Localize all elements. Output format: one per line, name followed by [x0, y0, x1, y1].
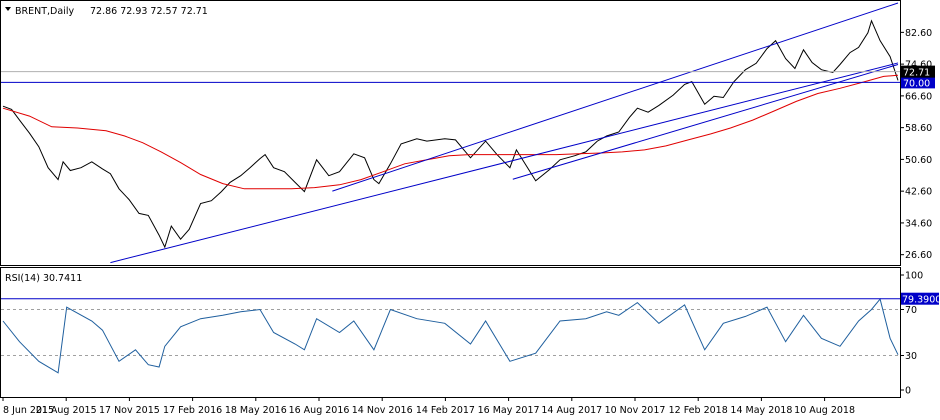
x-tick-label: 14 Aug 2017 [541, 405, 602, 416]
rsi-y-tick-label: 70 [905, 305, 917, 316]
rsi-y-tick-label: 30 [905, 351, 917, 362]
x-tick-label: 17 Feb 2016 [163, 405, 222, 416]
symbol-label: BRENT,Daily [15, 6, 74, 17]
current-price-tag-text: 72.71 [903, 68, 930, 79]
price-y-tick-label: 26.60 [905, 250, 932, 261]
rsi-line [2, 298, 899, 374]
price-y-tick-label: 58.60 [905, 123, 932, 134]
x-tick-label: 14 May 2018 [730, 405, 792, 416]
rsi-panel [0, 267, 901, 398]
collapse-triangle-icon[interactable] [5, 7, 11, 11]
x-tick-label: 8 Jun 2015 [3, 405, 54, 416]
axis-layer: 82.60 74.60 66.60 58.60 50.60 42.60 34.60 26.60… [2, 28, 932, 416]
level-price-tag-text: 70.00 [903, 78, 930, 89]
price-plot-layer [1, 2, 900, 264]
price-panel [0, 0, 901, 266]
rsi-level-tag [901, 292, 939, 305]
rsi-plot-layer [1, 298, 900, 374]
x-tick-label: 18 May 2016 [225, 405, 287, 416]
x-tick-label: 10 Aug 2018 [794, 405, 855, 416]
x-tick-label: 16 Aug 2016 [289, 405, 350, 416]
level-price-tag [901, 76, 935, 89]
current-price-tag [901, 65, 935, 78]
rsi-y-tick-label: 100 [905, 271, 923, 282]
x-tick-label: 14 Nov 2016 [352, 405, 413, 416]
trendline-channel-upper[interactable] [332, 2, 899, 192]
x-tick-label: 21 Aug 2015 [36, 405, 97, 416]
price-y-tick-label: 50.60 [905, 155, 932, 166]
x-tick-label: 17 Nov 2015 [99, 405, 160, 416]
price-y-tick-label: 82.60 [905, 28, 932, 39]
moving-average-line [2, 74, 899, 190]
rsi-indicator-label: RSI(14) 30.7411 [5, 273, 82, 284]
x-tick-label: 10 Nov 2017 [605, 405, 666, 416]
price-y-tick-label: 66.60 [905, 91, 932, 102]
x-tick-label: 16 May 2017 [478, 405, 540, 416]
price-y-tick-label: 34.60 [905, 218, 932, 229]
trendline-channel-lower[interactable] [110, 62, 899, 264]
rsi-level-tag-text: 79.3900 [902, 295, 940, 306]
rsi-y-tick-label: 0 [905, 386, 911, 397]
x-tick-label: 14 Feb 2017 [416, 405, 475, 416]
x-tick-label: 12 Feb 2018 [669, 405, 728, 416]
price-y-tick-label: 74.60 [905, 60, 932, 71]
trendline-inner-support[interactable] [512, 64, 899, 180]
price-y-tick-label: 42.60 [905, 187, 932, 198]
ohlc-values: 72.86 72.93 72.57 72.71 [90, 6, 208, 17]
